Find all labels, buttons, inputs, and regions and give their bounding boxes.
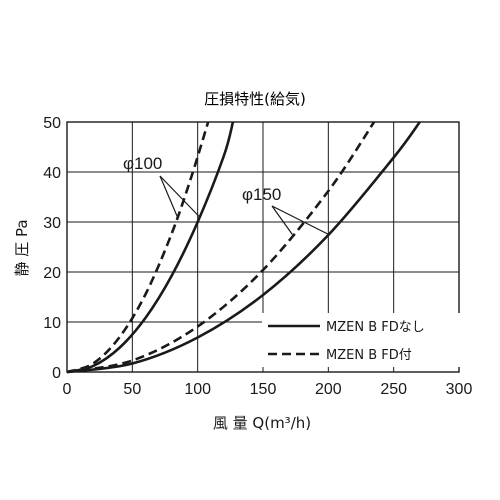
x-tick-label: 300 [446, 381, 473, 398]
x-tick-label: 200 [315, 381, 342, 398]
grid-layer [66, 121, 460, 373]
legend-background [262, 313, 460, 367]
legend-label-solid: MZEN B FDなし [326, 320, 425, 335]
legend: MZEN B FDなし MZEN B FD付 [262, 313, 460, 367]
annotation-leader-line [271, 205, 330, 236]
y-tick-label: 40 [43, 165, 61, 182]
y-tick-label: 50 [43, 115, 61, 132]
annotation-phi150: φ150 [242, 185, 281, 204]
annotation-leader-line [271, 205, 293, 235]
y-axis-label: 静 圧 Pa [13, 219, 31, 276]
x-tick-label: 50 [123, 381, 141, 398]
series-line-1 [66, 121, 235, 374]
y-tick-label: 30 [43, 215, 61, 232]
series-line-4 [66, 121, 376, 374]
series-layer [66, 121, 421, 374]
tick-layer: 0 50 100 150 200 250 300 0 10 20 30 40 50 [43, 115, 472, 398]
x-tick-label: 250 [380, 381, 407, 398]
y-tick-label: 20 [43, 265, 61, 282]
x-tick-label: 0 [63, 381, 72, 398]
annotation-leader-line [159, 175, 178, 218]
annotation-leader-line [159, 175, 201, 218]
x-axis-label: 風 量 Q(m³/h) [213, 414, 311, 432]
chart-title: 圧損特性(給気) [204, 90, 306, 108]
y-tick-label: 0 [52, 365, 61, 382]
series-line-2 [66, 121, 210, 374]
y-tick-label: 10 [43, 315, 61, 332]
legend-label-dashed: MZEN B FD付 [326, 348, 412, 363]
x-tick-label: 150 [250, 381, 277, 398]
plot-frame [66, 121, 460, 373]
x-tick-label: 100 [184, 381, 211, 398]
series-line-3 [66, 121, 421, 374]
annotation-phi100: φ100 [123, 154, 162, 173]
annotation-leaders [159, 175, 330, 236]
